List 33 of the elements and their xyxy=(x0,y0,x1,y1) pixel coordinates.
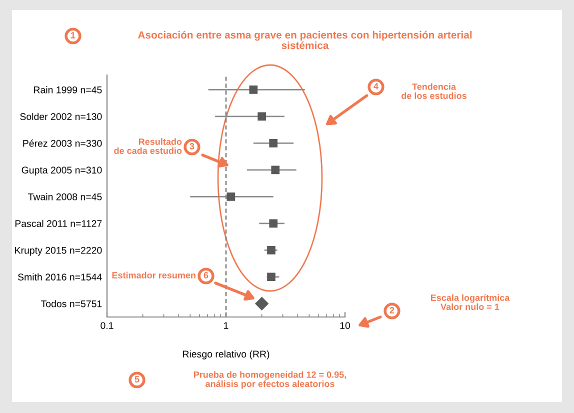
text: 1 xyxy=(71,32,76,38)
x-tick-label: 10 xyxy=(340,322,350,329)
point xyxy=(267,272,276,282)
y-tick-label: Pérez 2003 n=330 xyxy=(23,140,102,147)
point xyxy=(249,86,258,94)
point xyxy=(255,297,268,310)
point xyxy=(258,112,266,121)
annotation: Resultado de cada estudio xyxy=(114,138,182,154)
y-tick-label: Twain 2008 n=45 xyxy=(28,193,102,200)
text: Escala logarítmica Valor nulo = 1 xyxy=(430,294,510,310)
x-axis-title: Riesgo relativo (RR) xyxy=(183,350,270,360)
y-tick-label: Pascal 2011 n=1127 xyxy=(15,220,102,228)
y-tick-label: Rain 1999 n=45 xyxy=(34,86,102,94)
chart-title: Asociación entre asma grave en pacientes con hipertensión arterial sistémica xyxy=(138,30,472,50)
text: Prueba de homogeneidad 12 = 0.95, análisis por efectos aleatorios xyxy=(194,371,346,389)
point xyxy=(267,246,276,254)
text: 5 xyxy=(134,376,140,382)
point xyxy=(269,219,278,228)
text: 4 xyxy=(374,83,378,90)
text: 2 xyxy=(390,307,394,314)
annotation: 3 xyxy=(190,143,194,150)
point xyxy=(269,139,278,148)
text: Tendencia de los estudios xyxy=(402,83,466,99)
point xyxy=(271,166,280,174)
x-tick-label: 1 xyxy=(224,322,228,329)
annotation: 6 xyxy=(204,272,208,278)
y-tick-label: Solder 2002 n=130 xyxy=(20,112,102,120)
x-tick-label: 0.1 xyxy=(100,322,114,329)
y-tick-label: Smith 2016 n=1544 xyxy=(18,273,102,281)
y-tick-label: Krupty 2015 n=2220 xyxy=(15,246,102,256)
annotation: Estimador resumen xyxy=(112,272,196,278)
y-tick-label: Todos n=5751 xyxy=(41,300,102,308)
y-tick-label: Gupta 2005 n=310 xyxy=(22,166,102,176)
